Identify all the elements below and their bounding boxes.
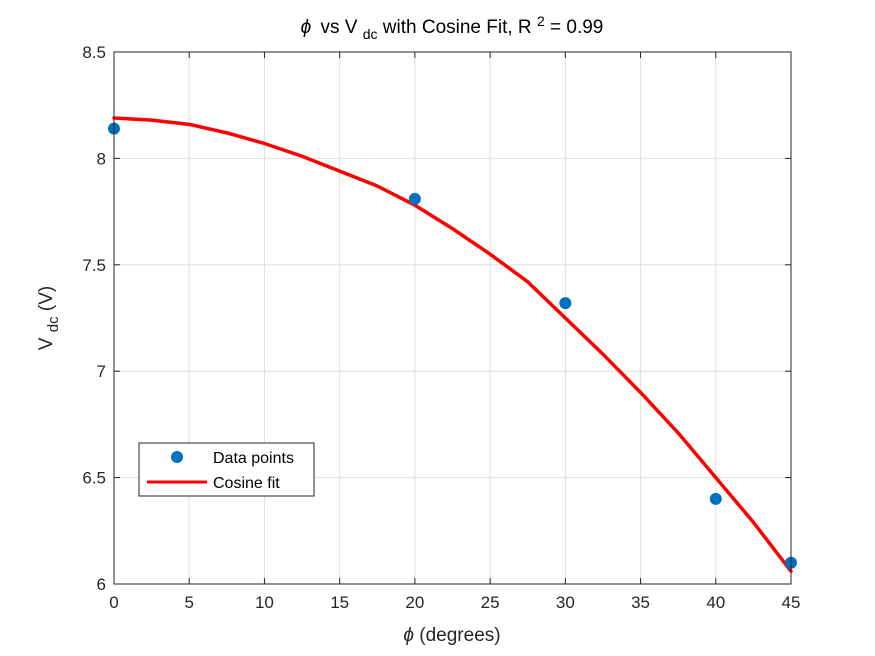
y-tick-label: 6 [97, 575, 106, 594]
ylabel-main: V [36, 337, 57, 350]
fit-line-group [112, 116, 793, 573]
data-point [559, 297, 572, 310]
title-middle: with Cosine Fit, R [382, 17, 532, 38]
y-tick-label: 7.5 [82, 256, 106, 275]
legend-label-data-points: Data points [213, 450, 294, 467]
x-tick-label: 10 [255, 593, 274, 612]
x-axis-label: ϕ (degrees) [403, 625, 500, 646]
data-point [709, 492, 722, 505]
xlabel-text: (degrees) [419, 625, 500, 646]
x-tick-label: 35 [631, 593, 650, 612]
y-ticks: 6 6.5 7 7.5 8 8.5 [82, 43, 791, 594]
y-tick-label: 8.5 [82, 43, 106, 62]
y-tick-label: 6.5 [82, 469, 106, 488]
y-tick-label: 7 [97, 362, 106, 381]
xlabel-symbol: ϕ [403, 625, 414, 646]
x-tick-label: 20 [405, 593, 424, 612]
title-suffix: = 0.99 [550, 17, 603, 38]
plot-frame [113, 51, 792, 585]
x-tick-label: 45 [782, 593, 801, 612]
x-tick-label: 5 [184, 593, 193, 612]
ylabel-suffix: (V) [36, 286, 57, 311]
title-prefix: vs V [320, 17, 357, 38]
y-axis-label: V dc (V) [36, 286, 63, 350]
legend: Data points Cosine fit [138, 442, 315, 497]
x-tick-label: 25 [481, 593, 500, 612]
y-tick-label: 8 [97, 149, 106, 168]
title-superscript: 2 [537, 13, 545, 29]
ylabel-subscript: dc [45, 316, 62, 332]
legend-label-cosine-fit: Cosine fit [213, 475, 280, 492]
cosine-fit-line [112, 116, 793, 573]
title-symbol: ϕ [301, 17, 312, 38]
x-tick-label: 0 [109, 593, 118, 612]
x-tick-label: 30 [556, 593, 575, 612]
x-tick-label: 15 [330, 593, 349, 612]
x-ticks: 0 5 10 15 20 25 30 35 40 45 [109, 52, 800, 612]
data-point [408, 192, 421, 205]
chart-title: ϕ vs V dc with Cosine Fit, R 2 = 0.99 [301, 10, 604, 44]
legend-box [138, 442, 315, 497]
x-tick-label: 40 [706, 593, 725, 612]
legend-marker-data-points [171, 451, 183, 463]
title-subscript: dc [363, 26, 378, 42]
